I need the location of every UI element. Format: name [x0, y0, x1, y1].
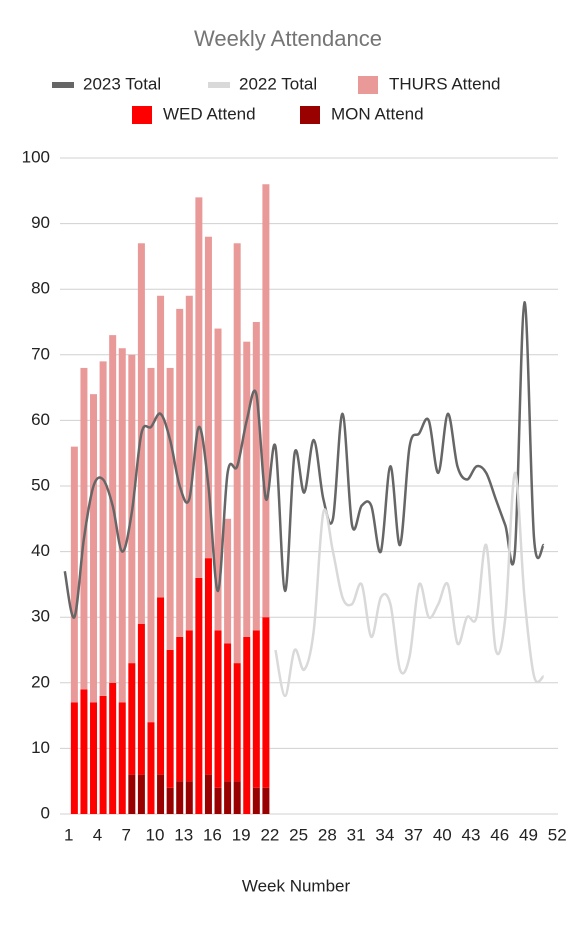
bar [118, 348, 126, 703]
bar [147, 722, 155, 814]
bar [157, 597, 165, 775]
bar [252, 322, 260, 631]
y-tick-label: 80 [31, 279, 50, 298]
bar [137, 623, 145, 775]
bar [233, 781, 241, 814]
bar [166, 787, 174, 814]
bar [195, 197, 203, 578]
chart-title: Weekly Attendance [194, 26, 382, 51]
bar [157, 774, 165, 814]
y-tick-label: 100 [22, 147, 50, 166]
bar [262, 787, 270, 814]
y-tick-label: 0 [41, 803, 50, 822]
x-tick-label: 34 [375, 825, 394, 844]
line [274, 471, 545, 698]
bar [176, 781, 184, 814]
bar [118, 702, 126, 814]
bar [90, 702, 98, 814]
x-tick-label: 52 [548, 825, 567, 844]
x-tick-label: 10 [146, 825, 165, 844]
bar [224, 518, 232, 644]
legend-marker [300, 106, 320, 124]
bar [90, 394, 98, 703]
legend-marker [208, 82, 230, 88]
line [63, 301, 545, 619]
bar [70, 702, 78, 814]
bar [137, 774, 145, 814]
bar [262, 617, 270, 788]
y-tick-label: 60 [31, 410, 50, 429]
bar [185, 295, 193, 631]
bar [99, 361, 107, 696]
x-tick-label: 49 [519, 825, 538, 844]
bar [252, 630, 260, 788]
bar [157, 295, 165, 598]
legend-marker [52, 82, 74, 88]
bar [233, 663, 241, 782]
bar [204, 774, 212, 814]
bar [243, 636, 251, 814]
bar [195, 577, 203, 814]
bar [128, 663, 136, 775]
x-tick-label: 28 [318, 825, 337, 844]
x-tick-label: 46 [490, 825, 509, 844]
y-tick-label: 70 [31, 344, 50, 363]
x-axis-label: Week Number [242, 876, 351, 895]
y-tick-label: 10 [31, 738, 50, 757]
x-tick-label: 22 [260, 825, 279, 844]
bar [70, 446, 78, 703]
x-tick-label: 13 [174, 825, 193, 844]
y-tick-label: 30 [31, 607, 50, 626]
bar [214, 328, 222, 631]
bar [109, 682, 117, 814]
bar [204, 236, 212, 559]
bar [176, 636, 184, 782]
legend-label: 2023 Total [83, 74, 161, 93]
bar [80, 689, 88, 814]
legend-label: 2022 Total [239, 74, 317, 93]
bar [224, 781, 232, 814]
y-tick-label: 90 [31, 213, 50, 232]
x-tick-label: 16 [203, 825, 222, 844]
bar [185, 781, 193, 814]
bar [233, 243, 241, 664]
legend-label: MON Attend [331, 104, 424, 123]
y-tick-label: 40 [31, 541, 50, 560]
y-tick-label: 50 [31, 475, 50, 494]
bar [80, 367, 88, 690]
x-tick-label: 19 [232, 825, 251, 844]
bar [224, 643, 232, 782]
legend-marker [358, 76, 378, 94]
legend-marker [132, 106, 152, 124]
bar [243, 341, 251, 637]
bar [147, 367, 155, 723]
bar [185, 630, 193, 782]
legend-label: THURS Attend [389, 74, 501, 93]
legend-label: WED Attend [163, 104, 256, 123]
bar [262, 184, 270, 618]
x-tick-label: 1 [64, 825, 73, 844]
x-tick-label: 43 [462, 825, 481, 844]
y-tick-label: 20 [31, 672, 50, 691]
bar [214, 630, 222, 788]
bar [128, 774, 136, 814]
bar [166, 367, 174, 650]
bar [204, 558, 212, 775]
x-tick-label: 7 [122, 825, 131, 844]
x-tick-label: 40 [433, 825, 452, 844]
x-tick-label: 4 [93, 825, 102, 844]
x-tick-label: 31 [347, 825, 366, 844]
bar [214, 787, 222, 814]
x-tick-label: 25 [289, 825, 308, 844]
bar [166, 650, 174, 788]
bar [99, 695, 107, 814]
bar [252, 787, 260, 814]
bar [176, 308, 184, 637]
x-tick-label: 37 [404, 825, 423, 844]
